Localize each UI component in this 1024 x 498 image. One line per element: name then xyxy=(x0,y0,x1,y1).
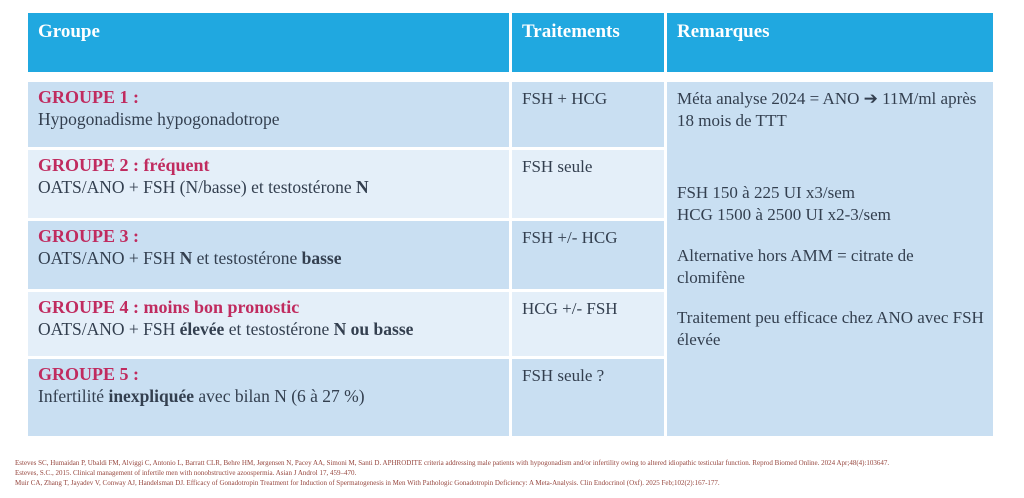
desc-text: et testostérone xyxy=(192,247,302,268)
remark-alternative: Alternative hors AMM = citrate de clomif… xyxy=(677,246,914,287)
desc-text-bold: inexpliquée xyxy=(108,385,195,406)
group-desc: Infertilité inexpliquée avec bilan N (6 … xyxy=(38,386,501,407)
remark-efficacite: Traitement peu efficace chez ANO avec FS… xyxy=(677,308,984,349)
desc-text-bold: N xyxy=(356,176,369,197)
desc-text: Infertilité xyxy=(38,385,109,406)
treatment-cell-2: FSH seule xyxy=(512,150,664,218)
desc-text-bold: basse xyxy=(301,247,342,268)
remarks-cell: Méta analyse 2024 = ANO ➔ 11M/ml après 1… xyxy=(667,82,993,436)
reference-line: Esteves SC, Humaidan P, Ubaldi FM, Alvig… xyxy=(15,459,890,467)
treatment-cell-5: FSH seule ? xyxy=(512,359,664,436)
header-groupe: Groupe xyxy=(28,13,509,72)
desc-text: et testostérone xyxy=(224,318,334,339)
group-title: GROUPE 1 : xyxy=(38,87,139,107)
desc-text: Hypogonadisme hypogonadotrope xyxy=(38,108,280,129)
desc-text-bold: élevée xyxy=(179,318,225,339)
desc-text: OATS/ANO + FSH (N/basse) et testostérone xyxy=(38,176,357,197)
remark-meta-analyse: Méta analyse 2024 = ANO ➔ 11M/ml après 1… xyxy=(677,89,977,130)
desc-text: OATS/ANO + FSH xyxy=(38,318,180,339)
group-title: GROUPE 5 : xyxy=(38,364,139,384)
reference-line: Esteves, S.C., 2015. Clinical management… xyxy=(15,469,357,477)
table-header-row: Groupe Traitements Remarques xyxy=(28,13,993,72)
group-desc: OATS/ANO + FSH (N/basse) et testostérone… xyxy=(38,177,501,198)
desc-text-bold: N ou basse xyxy=(333,318,414,339)
group-title: GROUPE 3 : xyxy=(38,226,139,246)
header-traitements: Traitements xyxy=(512,13,664,72)
remark-dosage-fsh: FSH 150 à 225 UI x3/sem xyxy=(677,183,856,202)
group-cell-3: GROUPE 3 : OATS/ANO + FSH N et testostér… xyxy=(28,221,509,289)
group-desc: Hypogonadisme hypogonadotrope xyxy=(38,109,501,130)
desc-text-bold: N xyxy=(179,247,193,268)
header-remarques: Remarques xyxy=(667,13,993,72)
group-cell-1: GROUPE 1 : Hypogonadisme hypogonadotrope xyxy=(28,82,509,147)
group-desc: OATS/ANO + FSH élevée et testostérone N … xyxy=(38,319,501,340)
desc-text: avec bilan N (6 à 27 %) xyxy=(194,385,365,406)
treatment-cell-1: FSH + HCG xyxy=(512,82,664,147)
table-body: GROUPE 1 : Hypogonadisme hypogonadotrope… xyxy=(28,82,993,436)
desc-text: OATS/ANO + FSH xyxy=(38,247,180,268)
reference-line: Muir CA, Zhang T, Jayadev V, Conway AJ, … xyxy=(15,479,720,487)
group-cell-5: GROUPE 5 : Infertilité inexpliquée avec … xyxy=(28,359,509,436)
group-title: GROUPE 2 : fréquent xyxy=(38,155,210,175)
treatment-cell-3: FSH +/- HCG xyxy=(512,221,664,289)
remark-dosage: FSH 150 à 225 UI x3/sem HCG 1500 à 2500 … xyxy=(677,182,985,226)
groups-table: Groupe Traitements Remarques GROUPE 1 : … xyxy=(28,13,993,436)
group-cell-2: GROUPE 2 : fréquent OATS/ANO + FSH (N/ba… xyxy=(28,150,509,218)
treatment-cell-4: HCG +/- FSH xyxy=(512,292,664,356)
group-desc: OATS/ANO + FSH N et testostérone basse xyxy=(38,248,501,269)
group-title: GROUPE 4 : moins bon pronostic xyxy=(38,297,300,317)
group-cell-4: GROUPE 4 : moins bon pronostic OATS/ANO … xyxy=(28,292,509,356)
remark-dosage-hcg: HCG 1500 à 2500 UI x2-3/sem xyxy=(677,205,891,224)
references: Esteves SC, Humaidan P, Ubaldi FM, Alvig… xyxy=(15,458,1015,488)
